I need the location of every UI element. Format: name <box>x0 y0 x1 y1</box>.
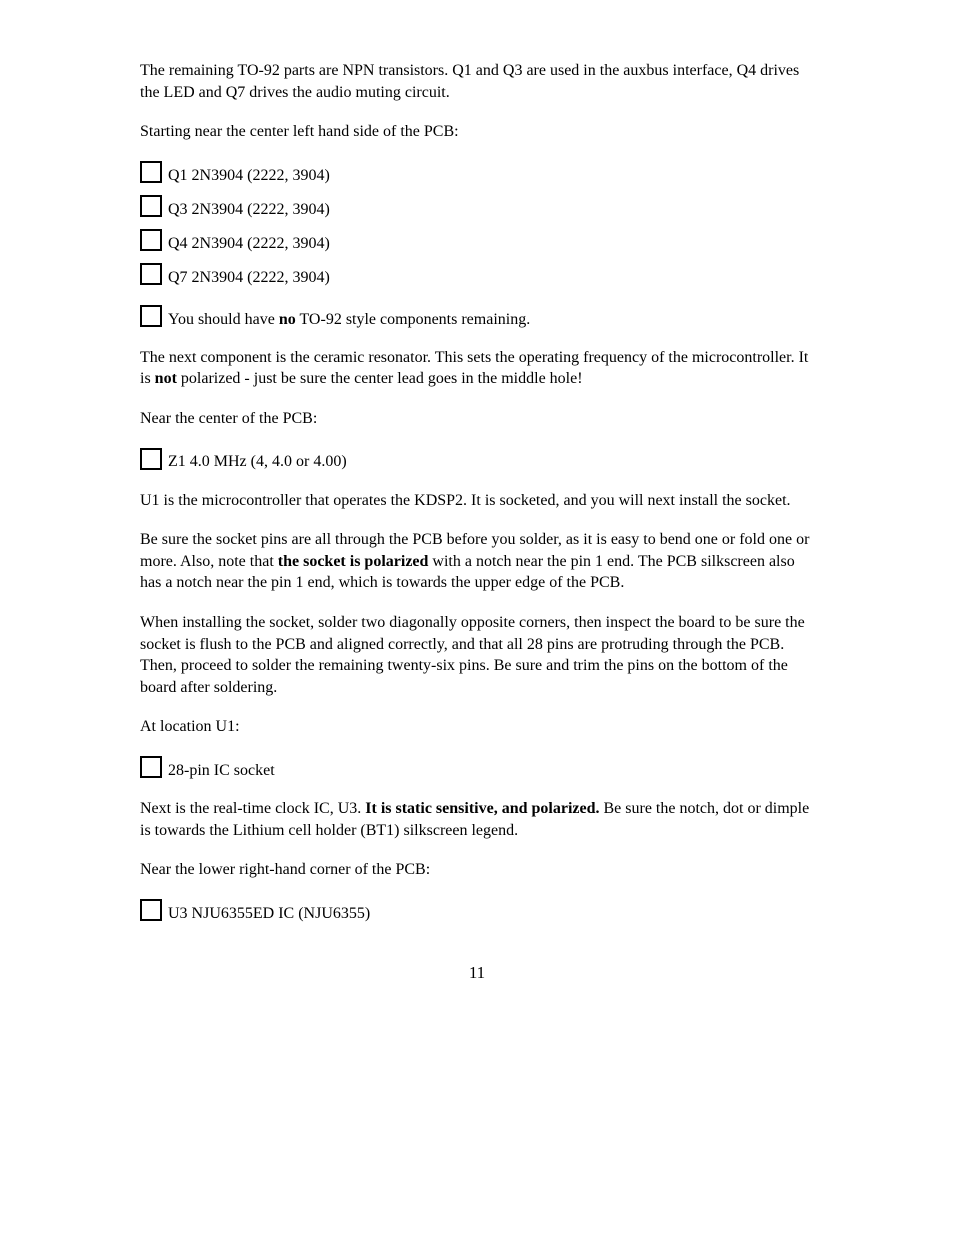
checkbox-icon <box>140 756 162 778</box>
paragraph-location-lower-right: Near the lower right-hand corner of the … <box>140 859 814 881</box>
checkbox-icon <box>140 195 162 217</box>
checklist-item-q4: Q4 2N3904 (2222, 3904) <box>140 229 814 253</box>
checklist-label: 28-pin IC socket <box>168 761 275 780</box>
checkbox-icon <box>140 161 162 183</box>
checklist-label: Q7 2N3904 (2222, 3904) <box>168 268 330 287</box>
checklist-item-q3: Q3 2N3904 (2222, 3904) <box>140 195 814 219</box>
checkbox-icon <box>140 263 162 285</box>
checklist-item-ic-socket: 28-pin IC socket <box>140 756 814 780</box>
paragraph-socket-install: When installing the socket, solder two d… <box>140 612 814 698</box>
paragraph-u3-intro: Next is the real-time clock IC, U3. It i… <box>140 798 814 841</box>
paragraph-intro-transistors: The remaining TO-92 parts are NPN transi… <box>140 60 814 103</box>
checklist-label: Z1 4.0 MHz (4, 4.0 or 4.00) <box>168 452 347 471</box>
page-number: 11 <box>140 963 814 983</box>
checklist-item-q1: Q1 2N3904 (2222, 3904) <box>140 161 814 185</box>
paragraph-socket-polarized: Be sure the socket pins are all through … <box>140 529 814 594</box>
checklist-label: You should have no TO-92 style component… <box>168 310 530 329</box>
checklist-item-q7: Q7 2N3904 (2222, 3904) <box>140 263 814 287</box>
checkbox-icon <box>140 305 162 327</box>
paragraph-location-u1: At location U1: <box>140 716 814 738</box>
checklist-label: Q1 2N3904 (2222, 3904) <box>168 166 330 185</box>
checklist-label: U3 NJU6355ED IC (NJU6355) <box>168 904 370 923</box>
paragraph-resonator: The next component is the ceramic resona… <box>140 347 814 390</box>
checklist-label: Q4 2N3904 (2222, 3904) <box>168 234 330 253</box>
paragraph-u1-intro: U1 is the microcontroller that operates … <box>140 490 814 512</box>
checklist-item-u3: U3 NJU6355ED IC (NJU6355) <box>140 899 814 923</box>
checklist-label: Q3 2N3904 (2222, 3904) <box>168 200 330 219</box>
paragraph-location-center: Near the center of the PCB: <box>140 408 814 430</box>
checkbox-icon <box>140 448 162 470</box>
checkbox-icon <box>140 229 162 251</box>
checklist-item-z1: Z1 4.0 MHz (4, 4.0 or 4.00) <box>140 448 814 472</box>
checkbox-icon <box>140 899 162 921</box>
checklist-item-no-remaining: You should have no TO-92 style component… <box>140 305 814 329</box>
paragraph-location-pcb-left: Starting near the center left hand side … <box>140 121 814 143</box>
